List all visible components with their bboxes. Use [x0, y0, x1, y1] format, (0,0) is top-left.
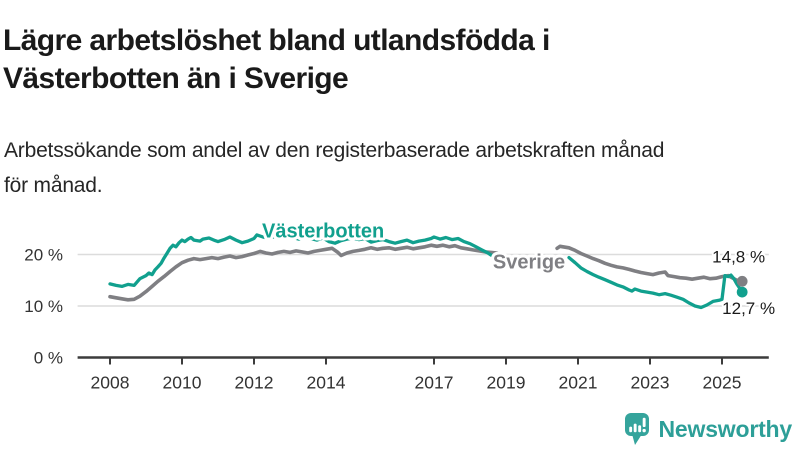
x-axis-tick-label: 2017 [415, 373, 454, 393]
end-value-label-vasterbotten: 12,7 % [722, 299, 775, 318]
bar-chart-speech-bubble-icon [624, 413, 649, 445]
x-axis-tick-label: 2014 [307, 373, 346, 393]
newsworthy-logo-text: Newsworthy [658, 415, 793, 442]
x-axis-tick-label: 2008 [91, 373, 130, 393]
x-axis-tick-label: 2025 [703, 373, 742, 393]
newsworthy-logo[interactable]: Newsworthy [624, 412, 792, 446]
end-dot-vasterbotten [736, 286, 748, 298]
chart-title: Lägre arbetslöshet bland utlandsfödda i … [3, 22, 550, 98]
chart-title-line-1: Lägre arbetslöshet bland utlandsfödda i [3, 24, 550, 58]
series-line-sverige [555, 244, 745, 284]
series-label-vasterbotten: Västerbotten [262, 221, 384, 243]
series-line-sverige [108, 243, 499, 302]
x-axis-tick-label: 2023 [631, 373, 670, 393]
y-axis-tick-label: 20 % [24, 246, 63, 265]
end-dot-sverige [736, 275, 748, 287]
x-axis-tick-label: 2019 [487, 373, 526, 393]
x-axis-tick-label: 2010 [163, 373, 202, 393]
chart-title-line-2: Västerbotten än i Sverige [3, 62, 349, 96]
chart-subtitle-line-1: Arbetssökande som andel av den registerb… [4, 139, 665, 162]
chart-subtitle: Arbetssökande som andel av den registerb… [4, 133, 664, 203]
end-value-label-sverige: 14,8 % [712, 247, 765, 266]
y-axis-tick-label: 10 % [24, 297, 63, 316]
series-line-vasterbotten [567, 255, 744, 310]
y-axis-tick-label: 0 % [34, 349, 63, 368]
x-axis-tick-label: 2021 [559, 373, 598, 393]
chart-subtitle-line-2: för månad. [4, 174, 103, 197]
x-axis-tick-label: 2012 [235, 373, 274, 393]
series-label-sverige: Sverige [493, 252, 565, 274]
series-line-vasterbotten [108, 233, 499, 289]
